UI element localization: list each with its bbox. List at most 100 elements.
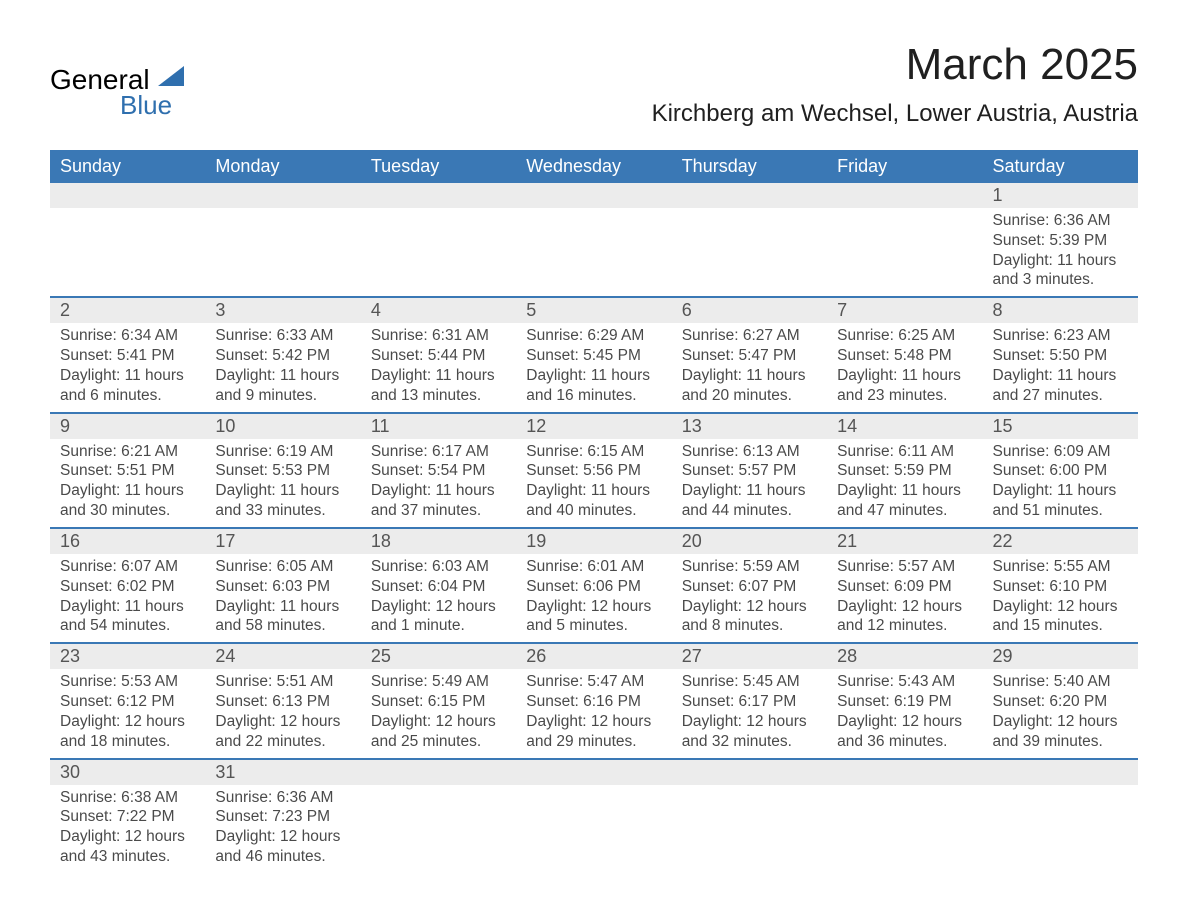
header: General Blue March 2025 Kirchberg am Wec…: [50, 40, 1138, 142]
sunset-line: Sunset: 7:23 PM: [215, 807, 350, 827]
sunrise-line: Sunrise: 5:47 AM: [526, 672, 661, 692]
sunrise-line: Sunrise: 6:36 AM: [215, 788, 350, 808]
sunrise-line: Sunrise: 6:17 AM: [371, 442, 506, 462]
day-details: Sunrise: 6:03 AMSunset: 6:04 PMDaylight:…: [361, 554, 516, 642]
daylight-line: Daylight: 11 hours and 30 minutes.: [60, 481, 195, 521]
day-number: 3: [205, 298, 360, 323]
day-number: 10: [205, 414, 360, 439]
day-number: 18: [361, 529, 516, 554]
daylight-line: Daylight: 11 hours and 58 minutes.: [215, 597, 350, 637]
location-text: Kirchberg am Wechsel, Lower Austria, Aus…: [652, 100, 1138, 128]
day-details: Sunrise: 6:36 AMSunset: 5:39 PMDaylight:…: [983, 208, 1138, 296]
day-number: 11: [361, 414, 516, 439]
day-details: Sunrise: 6:36 AMSunset: 7:23 PMDaylight:…: [205, 785, 360, 873]
day-number: 23: [50, 644, 205, 669]
daylight-line: Daylight: 11 hours and 16 minutes.: [526, 366, 661, 406]
sunset-line: Sunset: 6:12 PM: [60, 692, 195, 712]
daylight-line: Daylight: 11 hours and 27 minutes.: [993, 366, 1128, 406]
day-details: Sunrise: 5:47 AMSunset: 6:16 PMDaylight:…: [516, 669, 671, 757]
day-number: [672, 183, 827, 207]
day-number: [983, 760, 1138, 784]
day-number: 31: [205, 760, 360, 785]
day-details: Sunrise: 6:13 AMSunset: 5:57 PMDaylight:…: [672, 439, 827, 527]
daylight-line: Daylight: 11 hours and 47 minutes.: [837, 481, 972, 521]
day-details: Sunrise: 5:55 AMSunset: 6:10 PMDaylight:…: [983, 554, 1138, 642]
daylight-line: Daylight: 11 hours and 54 minutes.: [60, 597, 195, 637]
brand-triangle-icon: [158, 66, 184, 91]
day-details: Sunrise: 6:11 AMSunset: 5:59 PMDaylight:…: [827, 439, 982, 527]
sunset-line: Sunset: 6:09 PM: [837, 577, 972, 597]
sunset-line: Sunset: 5:42 PM: [215, 346, 350, 366]
day-details: [50, 208, 205, 228]
sunset-line: Sunset: 5:57 PM: [682, 461, 817, 481]
sunset-line: Sunset: 6:03 PM: [215, 577, 350, 597]
day-details: Sunrise: 6:05 AMSunset: 6:03 PMDaylight:…: [205, 554, 360, 642]
day-number: 28: [827, 644, 982, 669]
day-number: 16: [50, 529, 205, 554]
sunrise-line: Sunrise: 5:43 AM: [837, 672, 972, 692]
day-details: [205, 208, 360, 228]
day-number: 21: [827, 529, 982, 554]
sunset-line: Sunset: 6:10 PM: [993, 577, 1128, 597]
sunset-line: Sunset: 6:04 PM: [371, 577, 506, 597]
day-details: [827, 785, 982, 805]
day-details: [672, 208, 827, 228]
day-number: [827, 760, 982, 784]
title-block: March 2025 Kirchberg am Wechsel, Lower A…: [652, 40, 1138, 142]
weekday-header: Thursday: [672, 150, 827, 183]
daylight-line: Daylight: 11 hours and 44 minutes.: [682, 481, 817, 521]
sunrise-line: Sunrise: 6:34 AM: [60, 326, 195, 346]
daybody-row: Sunrise: 6:38 AMSunset: 7:22 PMDaylight:…: [50, 785, 1138, 873]
sunrise-line: Sunrise: 6:07 AM: [60, 557, 195, 577]
day-number: 12: [516, 414, 671, 439]
day-details: Sunrise: 5:45 AMSunset: 6:17 PMDaylight:…: [672, 669, 827, 757]
daylight-line: Daylight: 12 hours and 32 minutes.: [682, 712, 817, 752]
day-details: Sunrise: 5:49 AMSunset: 6:15 PMDaylight:…: [361, 669, 516, 757]
daybody-row: Sunrise: 6:36 AMSunset: 5:39 PMDaylight:…: [50, 208, 1138, 297]
day-details: Sunrise: 5:53 AMSunset: 6:12 PMDaylight:…: [50, 669, 205, 757]
day-details: Sunrise: 6:34 AMSunset: 5:41 PMDaylight:…: [50, 323, 205, 411]
day-number: 29: [983, 644, 1138, 669]
day-details: Sunrise: 6:15 AMSunset: 5:56 PMDaylight:…: [516, 439, 671, 527]
daybody-row: Sunrise: 6:34 AMSunset: 5:41 PMDaylight:…: [50, 323, 1138, 412]
sunrise-line: Sunrise: 6:11 AM: [837, 442, 972, 462]
daylight-line: Daylight: 12 hours and 46 minutes.: [215, 827, 350, 867]
daynum-row: 16171819202122: [50, 528, 1138, 554]
day-number: 24: [205, 644, 360, 669]
day-details: Sunrise: 6:19 AMSunset: 5:53 PMDaylight:…: [205, 439, 360, 527]
day-details: Sunrise: 6:33 AMSunset: 5:42 PMDaylight:…: [205, 323, 360, 411]
sunrise-line: Sunrise: 5:51 AM: [215, 672, 350, 692]
brand-logo: General Blue: [50, 66, 184, 117]
daylight-line: Daylight: 11 hours and 13 minutes.: [371, 366, 506, 406]
daylight-line: Daylight: 12 hours and 5 minutes.: [526, 597, 661, 637]
sunset-line: Sunset: 5:51 PM: [60, 461, 195, 481]
sunrise-line: Sunrise: 6:09 AM: [993, 442, 1128, 462]
day-number: 25: [361, 644, 516, 669]
sunrise-line: Sunrise: 6:21 AM: [60, 442, 195, 462]
sunrise-line: Sunrise: 6:38 AM: [60, 788, 195, 808]
weekday-header-row: SundayMondayTuesdayWednesdayThursdayFrid…: [50, 150, 1138, 183]
day-details: Sunrise: 5:43 AMSunset: 6:19 PMDaylight:…: [827, 669, 982, 757]
day-details: [516, 208, 671, 228]
day-number: 27: [672, 644, 827, 669]
sunrise-line: Sunrise: 6:15 AM: [526, 442, 661, 462]
sunset-line: Sunset: 5:59 PM: [837, 461, 972, 481]
day-number: [50, 183, 205, 207]
day-number: 9: [50, 414, 205, 439]
day-details: Sunrise: 5:51 AMSunset: 6:13 PMDaylight:…: [205, 669, 360, 757]
day-number: 1: [983, 183, 1138, 208]
daybody-row: Sunrise: 5:53 AMSunset: 6:12 PMDaylight:…: [50, 669, 1138, 758]
daylight-line: Daylight: 12 hours and 43 minutes.: [60, 827, 195, 867]
day-details: [983, 785, 1138, 805]
daynum-row: 1: [50, 183, 1138, 208]
day-details: Sunrise: 5:57 AMSunset: 6:09 PMDaylight:…: [827, 554, 982, 642]
sunset-line: Sunset: 6:15 PM: [371, 692, 506, 712]
day-details: Sunrise: 5:59 AMSunset: 6:07 PMDaylight:…: [672, 554, 827, 642]
weekday-header: Tuesday: [361, 150, 516, 183]
sunset-line: Sunset: 6:02 PM: [60, 577, 195, 597]
daybody-row: Sunrise: 6:07 AMSunset: 6:02 PMDaylight:…: [50, 554, 1138, 643]
day-number: [516, 760, 671, 784]
daylight-line: Daylight: 11 hours and 51 minutes.: [993, 481, 1128, 521]
day-details: Sunrise: 6:23 AMSunset: 5:50 PMDaylight:…: [983, 323, 1138, 411]
day-details: Sunrise: 6:21 AMSunset: 5:51 PMDaylight:…: [50, 439, 205, 527]
